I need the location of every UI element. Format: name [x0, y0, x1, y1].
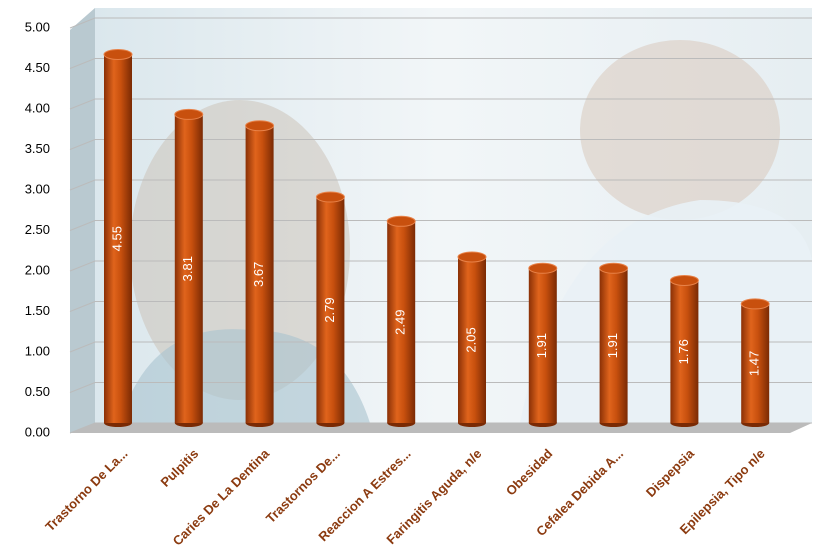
bar-cap	[457, 251, 487, 263]
grid-line	[69, 220, 812, 231]
x-tick-label: Trastorno De La...	[42, 446, 130, 534]
y-tick-label: 1.00	[25, 343, 50, 358]
bar	[458, 256, 486, 423]
value-label: 1.76	[676, 339, 691, 364]
bar	[245, 125, 274, 423]
y-tick-label: 0.00	[25, 424, 50, 439]
y-tick-label: 2.50	[25, 222, 50, 237]
x-tick-label: Trastornos De...	[263, 446, 343, 526]
y-tick-label: 5.00	[25, 19, 50, 34]
grid-line	[69, 260, 812, 272]
grid-line	[69, 422, 812, 434]
bar-cap	[740, 298, 770, 310]
y-tick-label: 2.00	[25, 262, 50, 277]
y-tick-label: 4.50	[25, 60, 50, 75]
value-label: 3.81	[180, 256, 195, 281]
bar-cap	[386, 215, 416, 227]
bar-cap	[528, 262, 558, 274]
value-label: 1.47	[747, 351, 762, 376]
bar	[104, 54, 132, 423]
bar-cap	[599, 262, 629, 274]
grid-line	[69, 179, 812, 191]
x-tick-label: Pulpitis	[158, 446, 202, 490]
bar	[174, 114, 203, 423]
grid-line	[69, 341, 812, 353]
bar	[528, 268, 557, 423]
value-label: 1.91	[534, 333, 549, 358]
value-label: 1.91	[605, 333, 620, 358]
y-tick-label: 0.50	[25, 384, 50, 399]
bar	[387, 221, 416, 423]
bar-cap	[669, 274, 699, 286]
value-label: 2.79	[322, 297, 337, 322]
y-tick-label: 3.50	[25, 141, 50, 156]
grid-line	[69, 98, 812, 110]
y-tick-label: 3.00	[25, 181, 50, 196]
grid-line	[69, 301, 812, 312]
value-label: 2.05	[463, 327, 478, 352]
bar	[599, 268, 628, 423]
value-label: 3.67	[251, 262, 266, 287]
value-label: 2.49	[393, 309, 408, 334]
bar-cap	[245, 120, 275, 132]
y-tick-label: 4.00	[25, 100, 50, 115]
x-tick-label: Obesidad	[503, 446, 556, 499]
y-tick-label: 1.50	[25, 303, 50, 318]
bar	[316, 197, 345, 423]
grid-line	[69, 17, 812, 29]
bar-cap	[315, 191, 345, 203]
bar	[741, 303, 770, 423]
bar-cap	[174, 108, 204, 120]
bar	[670, 280, 699, 423]
x-tick-label: Dispepsia	[643, 445, 698, 500]
bar-cap	[103, 48, 133, 60]
value-label: 4.55	[109, 226, 124, 251]
grid-line	[69, 139, 812, 150]
grid-line	[69, 58, 812, 69]
grid-line	[69, 382, 812, 393]
